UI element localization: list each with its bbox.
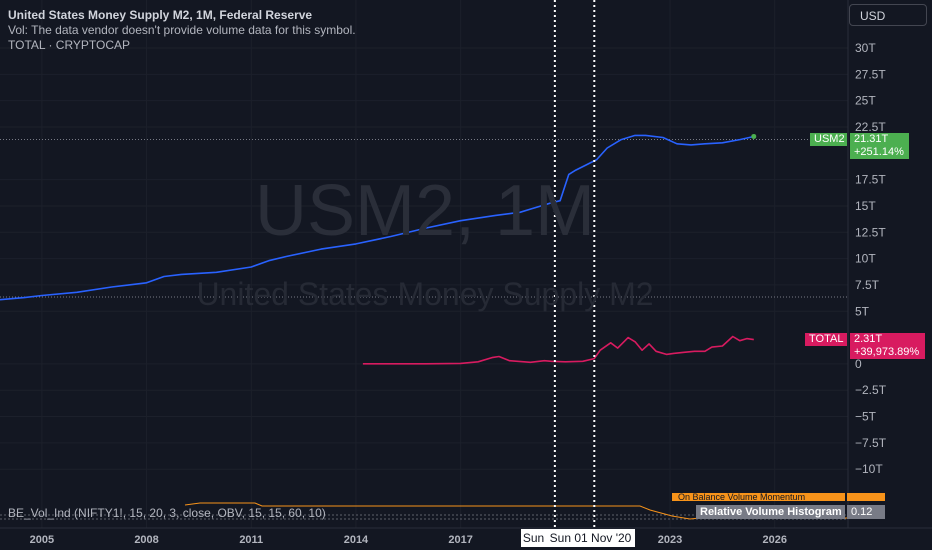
currency-button[interactable]: USD (849, 4, 927, 26)
x-tick-label: 2005 (30, 534, 54, 546)
watermark-description: United States Money Supply M2 (196, 276, 654, 312)
x-tick-label: 2017 (448, 534, 472, 546)
x-tick-label: 2023 (658, 534, 682, 546)
y-tick-label: −5T (855, 410, 877, 424)
y-tick-label: 12.5T (855, 225, 886, 239)
y-axis[interactable]: 30T 27.5T 25T 22.5T 17.5T 15T 12.5T 10T 7.5T 5T 0 −… (847, 0, 932, 550)
y-tick-label: 7.5T (855, 278, 880, 292)
y-tick-label: 5T (855, 304, 870, 318)
total-series-tag: TOTAL (805, 332, 847, 346)
y-tick-label: 22.5T (855, 120, 886, 134)
x-tick-label: 2011 (239, 534, 263, 546)
y-tick-label: 27.5T (855, 67, 886, 81)
indicator-legend[interactable]: BE_Vol_Ind (NIFTY1!, 15, 20, 3, close, O… (8, 506, 326, 520)
obv-momentum-label: On Balance Volume Momentum (672, 493, 845, 501)
y-tick-label: −2.5T (855, 383, 887, 397)
y-tick-label: 30T (855, 41, 876, 55)
y-tick-label: 15T (855, 199, 876, 213)
usm2-change: +251.14% (850, 145, 909, 159)
y-axis-background (848, 0, 932, 550)
y-tick-label: −7.5T (855, 436, 887, 450)
x-axis-background (0, 528, 932, 550)
grid-lines (0, 0, 848, 528)
y-tick-label: −10T (855, 462, 883, 476)
total-last-value: 2.31T (850, 332, 925, 346)
crosshair-secondary-date: Sun (521, 529, 546, 547)
usm2-series-tag: USM2 (810, 132, 847, 146)
watermark-symbol: USM2, 1M (254, 171, 596, 251)
y-tick-label: 10T (855, 252, 876, 266)
x-axis[interactable]: 2005 2008 2011 2014 2017 2023 2026 (0, 527, 932, 550)
x-tick-label: 2008 (134, 534, 158, 546)
overlay-symbol-legend[interactable]: TOTAL · CRYPTOCAP (8, 38, 131, 52)
obv-momentum-value (847, 493, 885, 501)
series-line-usm2 (0, 134, 754, 301)
relative-volume-histogram-value: 0.12 (847, 505, 885, 519)
indicator-pane (0, 502, 848, 520)
total-change: +39,973.89% (850, 345, 925, 359)
indicator-obv-line (184, 502, 848, 520)
y-tick-label: 25T (855, 94, 876, 108)
relative-volume-histogram-label: Relative Volume Histogram (696, 505, 845, 519)
chart-title[interactable]: United States Money Supply M2, 1M, Feder… (8, 8, 313, 22)
crosshair-date-label: Sun 01 Nov '20 (546, 529, 635, 547)
x-tick-label: 2014 (344, 534, 369, 546)
series-line-total (362, 335, 754, 365)
x-tick-label: 2026 (762, 534, 786, 546)
y-tick-label: 0 (855, 357, 862, 371)
volume-note: Vol: The data vendor doesn't provide vol… (8, 23, 356, 37)
usm2-last-value: 21.31T (850, 132, 909, 146)
series-lines (0, 133, 757, 365)
crosshair-lines (553, 0, 596, 528)
y-tick-label: 17.5T (855, 173, 886, 187)
usm2-last-point (751, 133, 757, 139)
price-lines (0, 139, 848, 298)
